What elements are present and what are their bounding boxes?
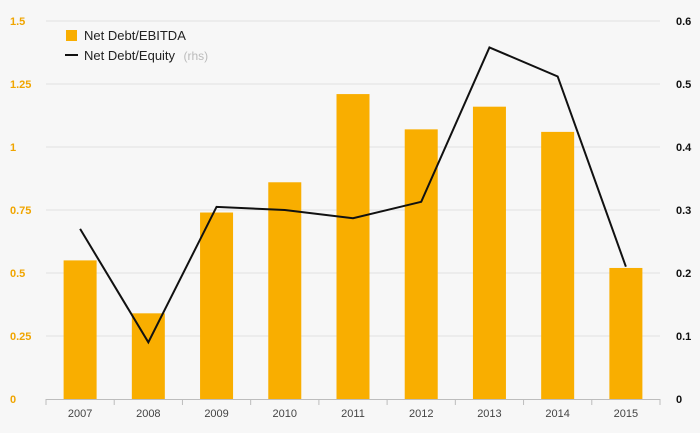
- bar: [131, 313, 165, 399]
- axis-layer: 0 0.25 0.5 0.75 1 1.25 1.5 0 0.1 0.2 0.3 0.4 0.5 0.6 2…: [10, 16, 692, 420]
- y-right-tick-label: 0.5: [676, 79, 691, 91]
- x-tick-label: 2009: [204, 408, 228, 420]
- x-tick-label: 2011: [341, 408, 365, 420]
- x-tick-label: 2007: [68, 408, 92, 420]
- y-left-tick-label: 0.75: [10, 205, 31, 217]
- bar: [541, 131, 575, 399]
- y-left-tick-label: 0.5: [10, 268, 25, 280]
- y-left-tick-label: 1.5: [10, 16, 25, 28]
- bar: [268, 182, 302, 399]
- x-tick-label: 2014: [545, 408, 569, 420]
- bar: [472, 106, 506, 400]
- x-tick-label: 2015: [614, 408, 638, 420]
- legend-series-name: Net Debt/Equity: [84, 48, 176, 63]
- x-tick-label: 2013: [477, 408, 501, 420]
- x-tick-label: 2008: [136, 408, 160, 420]
- y-right-tick-label: 0.3: [676, 205, 691, 217]
- legend: Net Debt/EBITDA Net Debt/Equity (rhs): [65, 28, 208, 64]
- y-left-tick-label: 1: [10, 142, 16, 154]
- bar: [200, 212, 234, 399]
- y-right-tick-label: 0.2: [676, 268, 691, 280]
- x-tick-label: 2012: [409, 408, 433, 420]
- legend-label-net-debt-ebitda: Net Debt/EBITDA: [84, 28, 186, 43]
- legend-swatch-net-debt-ebitda: [66, 30, 77, 41]
- y-right-tick-label: 0: [676, 394, 682, 406]
- y-left-tick-label: 0.25: [10, 331, 31, 343]
- bar: [404, 129, 438, 400]
- x-tick-label: 2010: [273, 408, 297, 420]
- bar: [63, 260, 97, 399]
- line-layer: [79, 46, 627, 345]
- legend-label-net-debt-equity: Net Debt/Equity (rhs): [84, 47, 208, 64]
- y-right-tick-label: 0.6: [676, 16, 691, 28]
- bar-layer: [63, 94, 643, 400]
- y-right-tick-label: 0.1: [676, 331, 691, 343]
- y-left-tick-label: 0: [10, 394, 16, 406]
- y-left-tick-label: 1.25: [10, 79, 31, 91]
- bar: [609, 267, 643, 399]
- legend-series-suffix: (rhs): [184, 49, 209, 63]
- bar: [336, 94, 370, 399]
- y-right-tick-label: 0.4: [676, 142, 692, 154]
